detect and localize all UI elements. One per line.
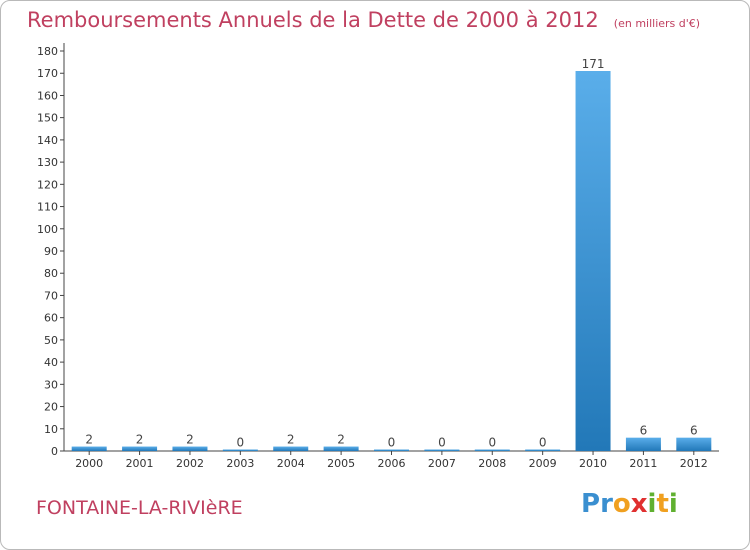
bars	[71, 71, 712, 451]
logo-letter: o	[612, 489, 631, 519]
y-tick-label: 90	[44, 245, 58, 258]
y-tick-label: 70	[44, 289, 58, 302]
x-axis: 2000 2001 2002 2003 2004 2005 2006 2007 2008 2009…	[64, 450, 719, 470]
proxiti-logo: Proxiti	[581, 489, 678, 519]
y-tick-label: 10	[44, 423, 58, 436]
bar	[424, 449, 460, 451]
chart-unit: (en milliers d'€)	[613, 17, 701, 30]
bar	[525, 449, 561, 451]
x-tick-label: 2000	[75, 457, 103, 470]
y-tick-label: 0	[51, 445, 58, 458]
commune-name: FONTAINE-LA-RIVIèRE	[36, 497, 243, 519]
x-tick-label: 2002	[176, 457, 204, 470]
y-tick-label: 130	[37, 156, 58, 169]
data-label: 0	[237, 436, 245, 450]
y-tick-label: 180	[37, 45, 58, 58]
y-axis: 0 10 20 30 40 50 60 70 80 90 100 110 120 130 140 150 160…	[37, 43, 65, 458]
y-tick-label: 100	[37, 223, 58, 236]
x-tick-label: 2005	[327, 457, 355, 470]
data-label: 2	[136, 433, 144, 447]
logo-letter: t	[656, 489, 669, 519]
y-tick-label: 110	[37, 201, 58, 214]
x-tick-label: 2008	[478, 457, 506, 470]
y-tick-label: 60	[44, 312, 58, 325]
data-label: 2	[85, 433, 93, 447]
bar	[676, 437, 712, 451]
data-label: 171	[582, 57, 605, 71]
bar	[374, 449, 409, 451]
data-label: 0	[488, 436, 496, 450]
bar	[625, 437, 661, 451]
x-tick-label: 2011	[629, 457, 657, 470]
x-tick-label: 2001	[126, 457, 154, 470]
x-tick-label: 2006	[378, 457, 406, 470]
data-label: 6	[690, 424, 698, 438]
x-tick-label: 2012	[680, 457, 708, 470]
title-row: Remboursements Annuels de la Dette de 20…	[27, 8, 700, 32]
y-tick-label: 120	[37, 178, 58, 191]
data-label: 0	[388, 436, 396, 450]
bar	[575, 71, 611, 451]
y-tick-label: 30	[44, 378, 58, 391]
chart-title: Remboursements Annuels de la Dette de 20…	[27, 8, 599, 32]
bar	[474, 449, 510, 451]
logo-letter: i	[668, 489, 678, 519]
logo-letter: x	[630, 489, 648, 519]
data-label: 0	[438, 436, 446, 450]
y-tick-label: 50	[44, 334, 58, 347]
data-label: 2	[337, 433, 345, 447]
y-tick-label: 20	[44, 401, 58, 414]
bar	[222, 449, 258, 451]
bar	[122, 446, 158, 451]
bar	[273, 446, 309, 451]
x-tick-label: 2003	[226, 457, 254, 470]
y-tick-label: 40	[44, 356, 58, 369]
y-tick-label: 170	[37, 67, 58, 80]
y-tick-label: 160	[37, 89, 58, 102]
data-label: 0	[539, 436, 547, 450]
x-tick-label: 2010	[579, 457, 607, 470]
y-tick-label: 150	[37, 112, 58, 125]
bar	[323, 446, 359, 451]
logo-letter: r	[600, 489, 613, 519]
bar	[172, 446, 208, 451]
y-tick-label: 140	[37, 134, 58, 147]
x-tick-label: 2007	[428, 457, 456, 470]
data-label: 2	[186, 433, 194, 447]
bar	[71, 446, 107, 451]
x-tick-label: 2009	[529, 457, 557, 470]
x-tick-label: 2004	[277, 457, 305, 470]
y-tick-label: 80	[44, 267, 58, 280]
logo-letter: i	[647, 489, 657, 519]
data-labels: 2 2 2 0 2 2 0 0 0 0 171 6 6	[85, 57, 697, 450]
data-label: 2	[287, 433, 295, 447]
data-label: 6	[640, 424, 648, 438]
logo-letter: P	[581, 489, 601, 519]
